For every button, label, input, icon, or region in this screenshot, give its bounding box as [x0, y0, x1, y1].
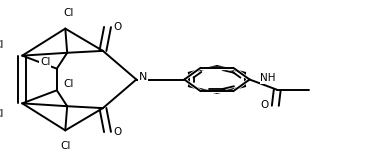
Text: Cl: Cl [40, 57, 51, 67]
Text: Cl: Cl [0, 40, 3, 49]
Text: Cl: Cl [63, 79, 74, 89]
Text: O: O [260, 100, 269, 110]
Text: Cl: Cl [60, 141, 71, 151]
Text: Cl: Cl [0, 110, 3, 119]
Text: O: O [113, 127, 121, 137]
Text: O: O [113, 22, 121, 32]
Text: N: N [139, 72, 147, 82]
Text: NH: NH [260, 73, 276, 83]
Text: Cl: Cl [63, 8, 74, 18]
